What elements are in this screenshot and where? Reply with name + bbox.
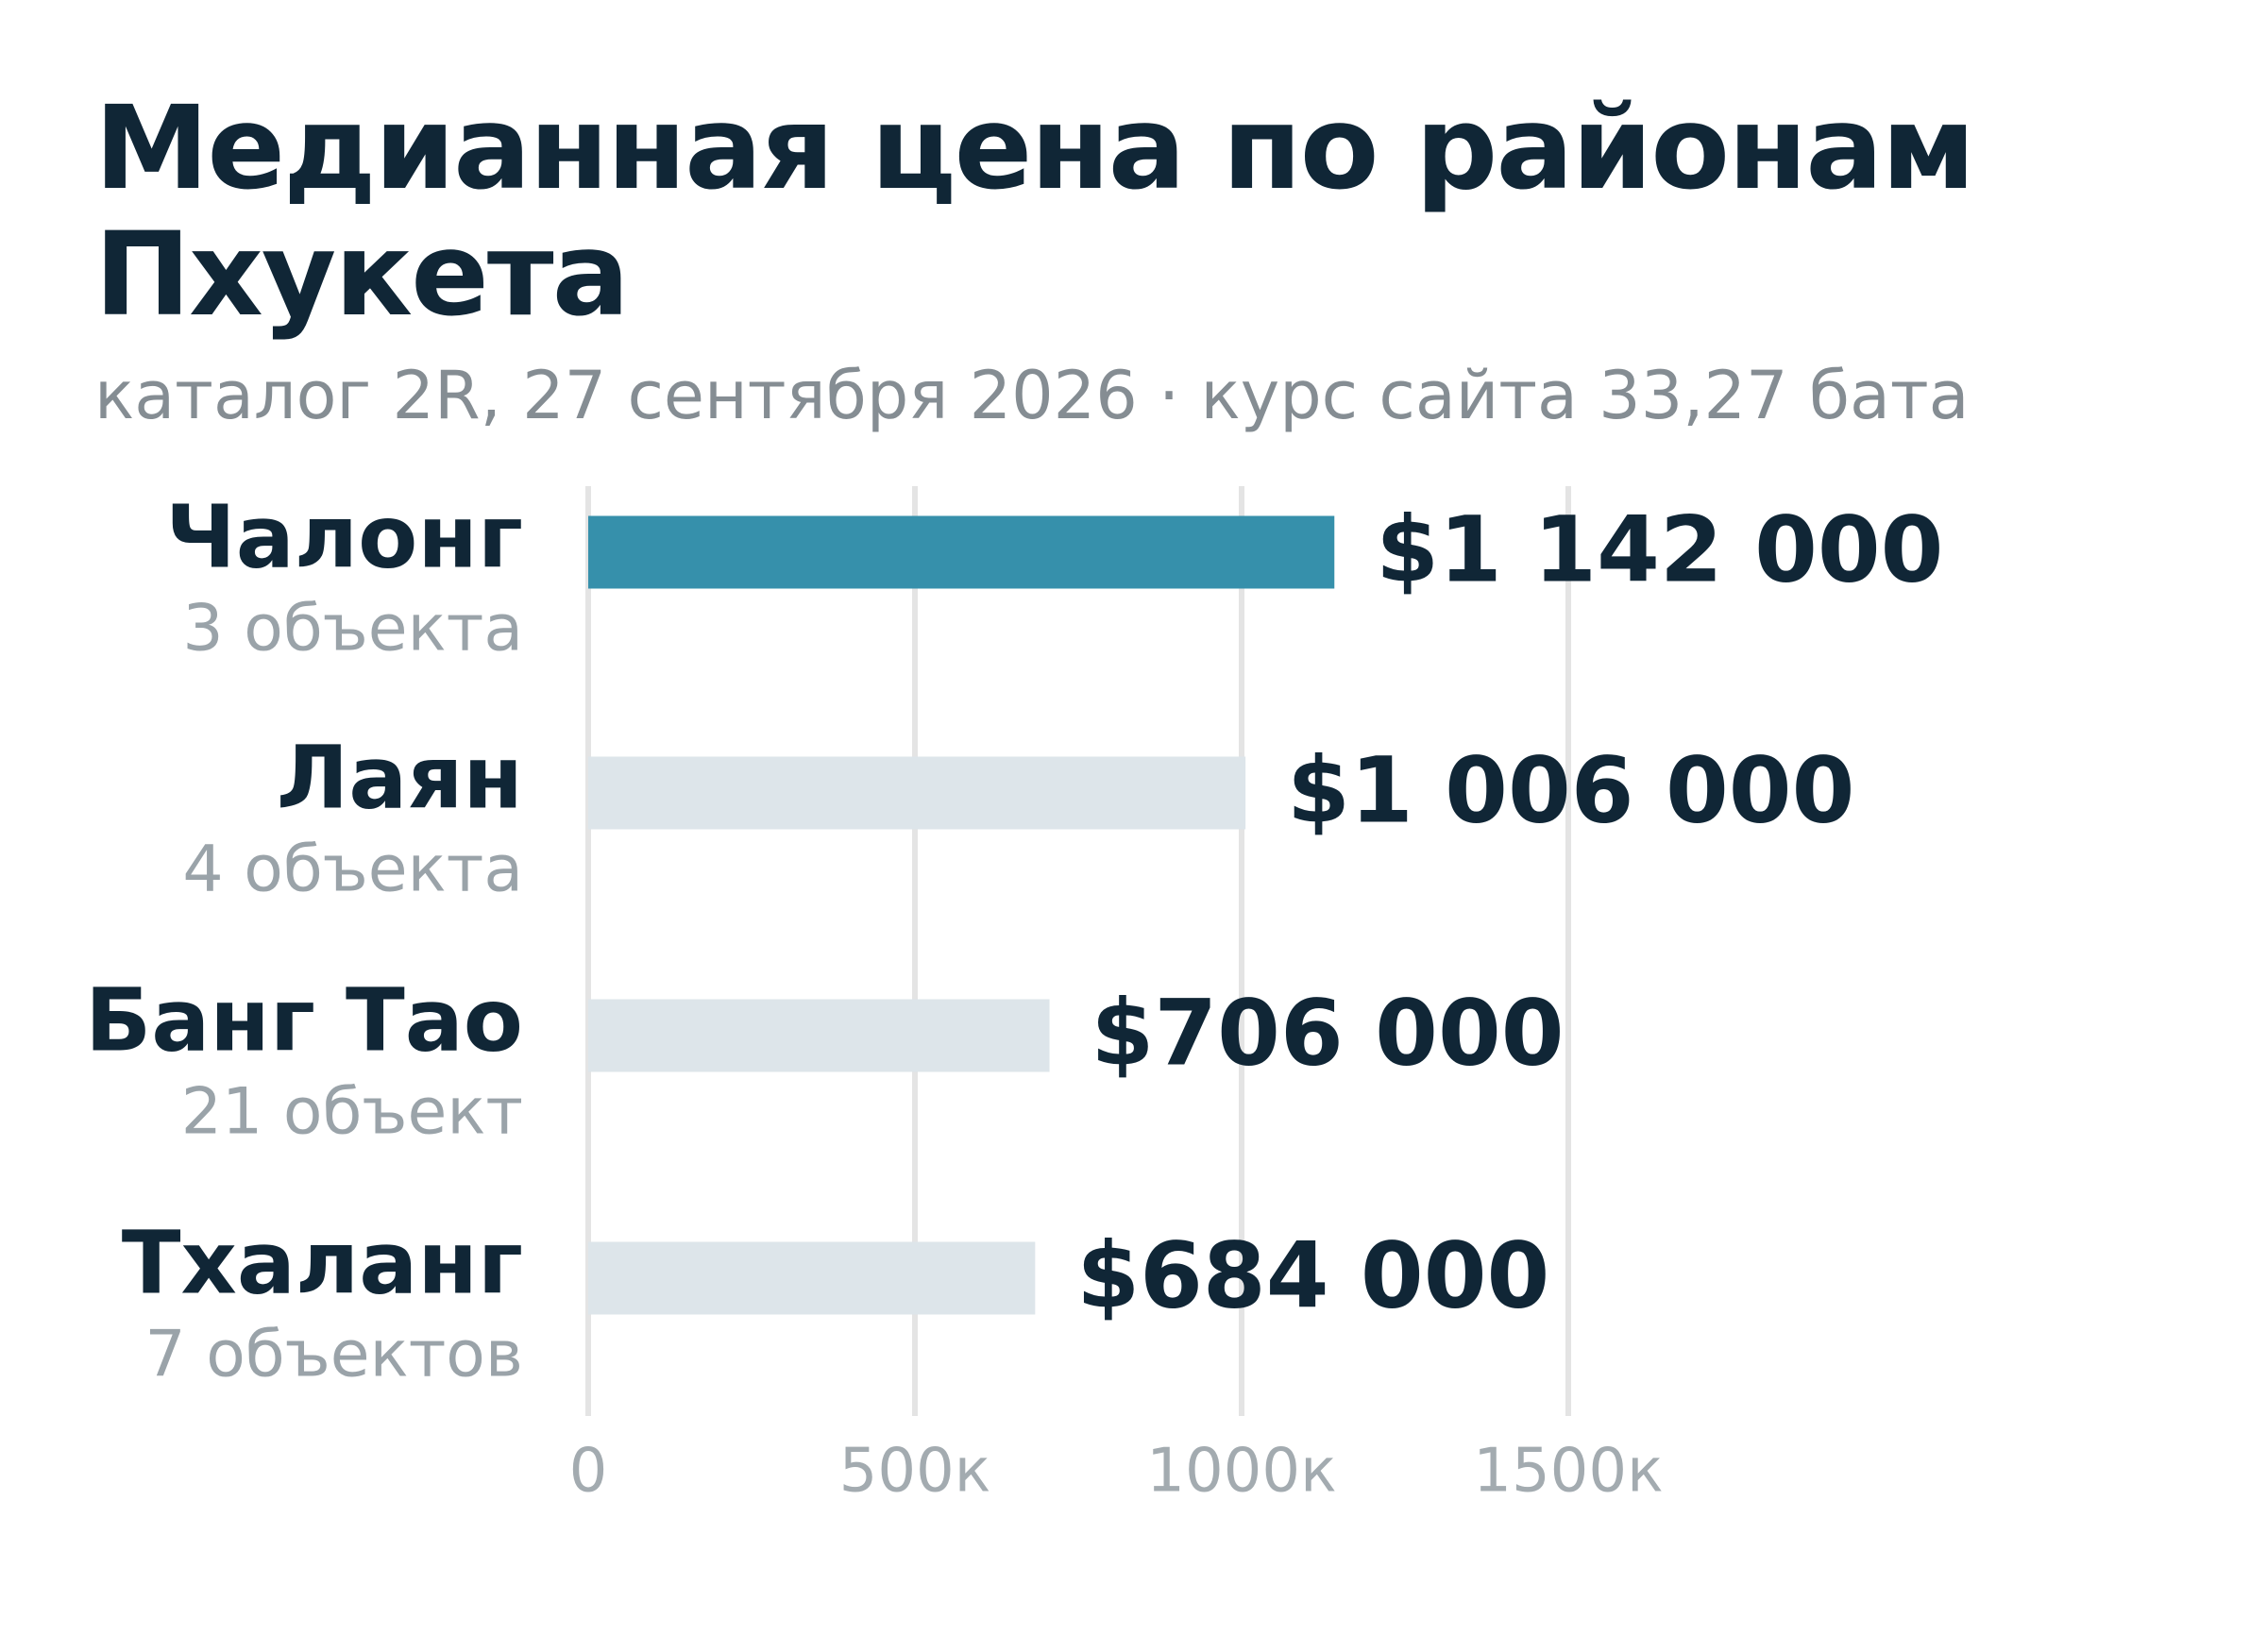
chart-title: Медианная цена по районам Пхукета (94, 81, 1975, 342)
x-tick-label: 1000к (1146, 1437, 1337, 1507)
value-label: $706 000 (1091, 980, 1565, 1086)
category-label: Лаян (277, 727, 523, 828)
category-note: 21 объект (181, 1075, 523, 1150)
value-label: $684 000 (1076, 1222, 1549, 1328)
value-label: $1 006 000 (1287, 737, 1854, 843)
value-label: $1 142 000 (1376, 497, 1943, 602)
bar (588, 756, 1246, 830)
category-note: 7 объектов (144, 1318, 523, 1392)
x-tick-label: 0 (569, 1437, 608, 1507)
category-label: Банг Тао (85, 969, 523, 1070)
chart-subtitle: каталог 2R, 27 сентября 2026 · курс сайт… (94, 357, 1970, 434)
category-note: 3 объекта (182, 592, 523, 666)
category-label: Чалонг (165, 486, 523, 587)
bar (588, 515, 1335, 589)
category-note: 4 объекта (182, 833, 523, 907)
x-tick-label: 1500к (1473, 1437, 1664, 1507)
category-label: Тхаланг (122, 1212, 523, 1313)
bar (588, 999, 1050, 1072)
x-tick-label: 500к (839, 1437, 991, 1507)
bar (588, 1241, 1036, 1315)
